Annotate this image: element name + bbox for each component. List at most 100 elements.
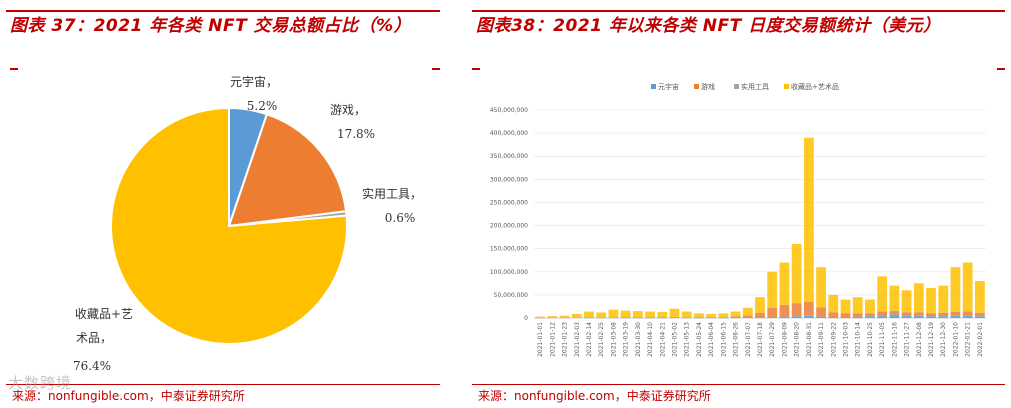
bar-segment <box>681 311 692 318</box>
x-tick-label: 2021-01-12 <box>549 322 556 357</box>
bar-segment <box>767 271 778 308</box>
legend-swatch <box>734 84 739 89</box>
bar-segment <box>840 313 851 318</box>
bar-segment <box>730 311 741 317</box>
x-tick-label: 2021-07-29 <box>769 322 776 357</box>
bar-segment <box>803 315 814 318</box>
bar-segment <box>865 316 875 318</box>
bar-segment <box>816 307 826 317</box>
bar-segment <box>865 313 875 317</box>
x-tick-label: 2021-07-07 <box>745 322 752 357</box>
pie-chart-source: 来源：nonfungible.com，中泰证券研究所 <box>12 389 245 403</box>
legend-swatch <box>784 84 789 89</box>
y-tick-label: 50,000,000 <box>494 292 529 299</box>
bar-segment <box>913 312 924 316</box>
y-tick-label: 200,000,000 <box>490 223 528 230</box>
bar-segment <box>718 317 729 318</box>
bar-segment <box>828 312 839 318</box>
x-tick-label: 2021-08-31 <box>806 322 813 357</box>
bar-segment <box>681 317 692 318</box>
bar-segment <box>767 307 778 318</box>
title-rule-tick-right <box>997 68 1005 70</box>
x-tick-label: 2021-03-08 <box>610 322 617 357</box>
x-tick-label: 2021-03-19 <box>623 322 630 357</box>
bar-segment <box>620 310 631 318</box>
legend-label: 游戏 <box>701 82 715 91</box>
bar-segment <box>767 317 778 318</box>
x-tick-label: 2021-09-11 <box>818 322 825 357</box>
y-tick-label: 350,000,000 <box>490 153 528 160</box>
x-tick-label: 2021-12-19 <box>928 322 935 357</box>
x-tick-label: 2022-02-01 <box>977 322 984 357</box>
x-tick-label: 2021-12-30 <box>940 322 947 357</box>
y-tick-label: 150,000,000 <box>490 246 528 253</box>
pie-label-value: 76.4% <box>73 359 111 373</box>
bar-segment <box>889 285 900 311</box>
bar-segment <box>571 313 582 318</box>
bar-segment <box>950 315 961 318</box>
legend-swatch <box>694 84 699 89</box>
bar-segment <box>962 315 973 318</box>
bar-segment <box>730 316 741 318</box>
bar-segment <box>828 294 839 313</box>
bar-segment <box>779 316 790 318</box>
x-tick-label: 2021-06-15 <box>720 322 727 357</box>
y-tick-label: 0 <box>524 315 528 322</box>
left-panel: 图表 37：2021 年各类 NFT 交易总额占比（%） 元宇宙， 5.2% 游戏，… <box>0 0 446 408</box>
legend-label: 收藏品+艺术品 <box>791 82 839 91</box>
bar-segment <box>950 311 961 316</box>
bar-segment <box>865 299 875 314</box>
bar-segment <box>718 313 729 318</box>
bar-segment <box>877 276 888 312</box>
bar-segment <box>926 316 936 318</box>
title-rule-tick-right <box>432 68 440 70</box>
bar-segment <box>962 311 973 316</box>
title-rule-top <box>6 10 440 12</box>
pie-label-value: 5.2% <box>247 99 278 113</box>
pie-slice <box>110 106 348 345</box>
watermark-text: 大数跨境 <box>8 374 73 392</box>
bar-segment <box>975 316 985 318</box>
x-tick-label: 2021-04-10 <box>647 322 654 357</box>
x-tick-label: 2021-01-01 <box>537 322 544 357</box>
pie-chart: 元宇宙， 5.2% 游戏， 17.8% 实用工具， 0.6% 收藏品+艺术品， 76.4% <box>73 74 422 373</box>
bar-segment <box>779 262 790 305</box>
y-tick-label: 100,000,000 <box>490 269 528 276</box>
bar-segment <box>975 281 985 313</box>
legend-label: 实用工具 <box>741 82 769 91</box>
bar-segment <box>852 316 863 318</box>
bar-segment <box>901 290 912 313</box>
x-tick-label: 2021-07-18 <box>757 322 764 357</box>
x-tick-label: 2021-12-08 <box>916 322 923 357</box>
bar-segment <box>913 315 924 318</box>
x-tick-label: 2022-01-10 <box>952 322 959 357</box>
x-tick-label: 2021-02-25 <box>598 322 605 357</box>
y-tick-label: 400,000,000 <box>490 130 528 137</box>
bar-segment <box>901 312 912 316</box>
pie-label-name: 元宇宙， <box>230 74 278 89</box>
bar-segment <box>706 313 717 318</box>
pie-label-value: 17.8% <box>337 127 375 141</box>
bar-segment <box>803 137 814 302</box>
bar-segment <box>938 312 949 317</box>
x-tick-label: 2021-08-20 <box>794 322 801 357</box>
x-tick-label: 2021-09-22 <box>830 322 837 357</box>
bar-chart: 元宇宙 游戏 实用工具 收藏品+艺术品 0 50,000,000 100,000,000 15… <box>490 82 986 357</box>
bar-segment <box>803 301 814 316</box>
bar-segment <box>645 311 655 318</box>
bar-chart-title: 图表38：2021 年以来各类 NFT 日度交易额统计（美元） <box>476 16 941 36</box>
bar-segment <box>535 316 545 318</box>
source-rule <box>6 384 440 385</box>
pie-slice <box>227 112 348 228</box>
x-tick-label: 2021-02-03 <box>574 322 581 357</box>
bar-segment <box>975 312 985 317</box>
pie-label-name: 收藏品+艺 <box>75 307 133 321</box>
pie-chart-title: 图表 37：2021 年各类 NFT 交易总额占比（%） <box>10 16 412 36</box>
legend-label: 元宇宙 <box>658 82 679 91</box>
x-tick-label: 2021-05-24 <box>696 322 703 357</box>
bar-segment <box>791 244 802 303</box>
bar-segment <box>950 267 961 312</box>
bar-segment <box>608 309 619 318</box>
bar-segment <box>840 317 851 318</box>
bar-segment <box>877 311 888 316</box>
